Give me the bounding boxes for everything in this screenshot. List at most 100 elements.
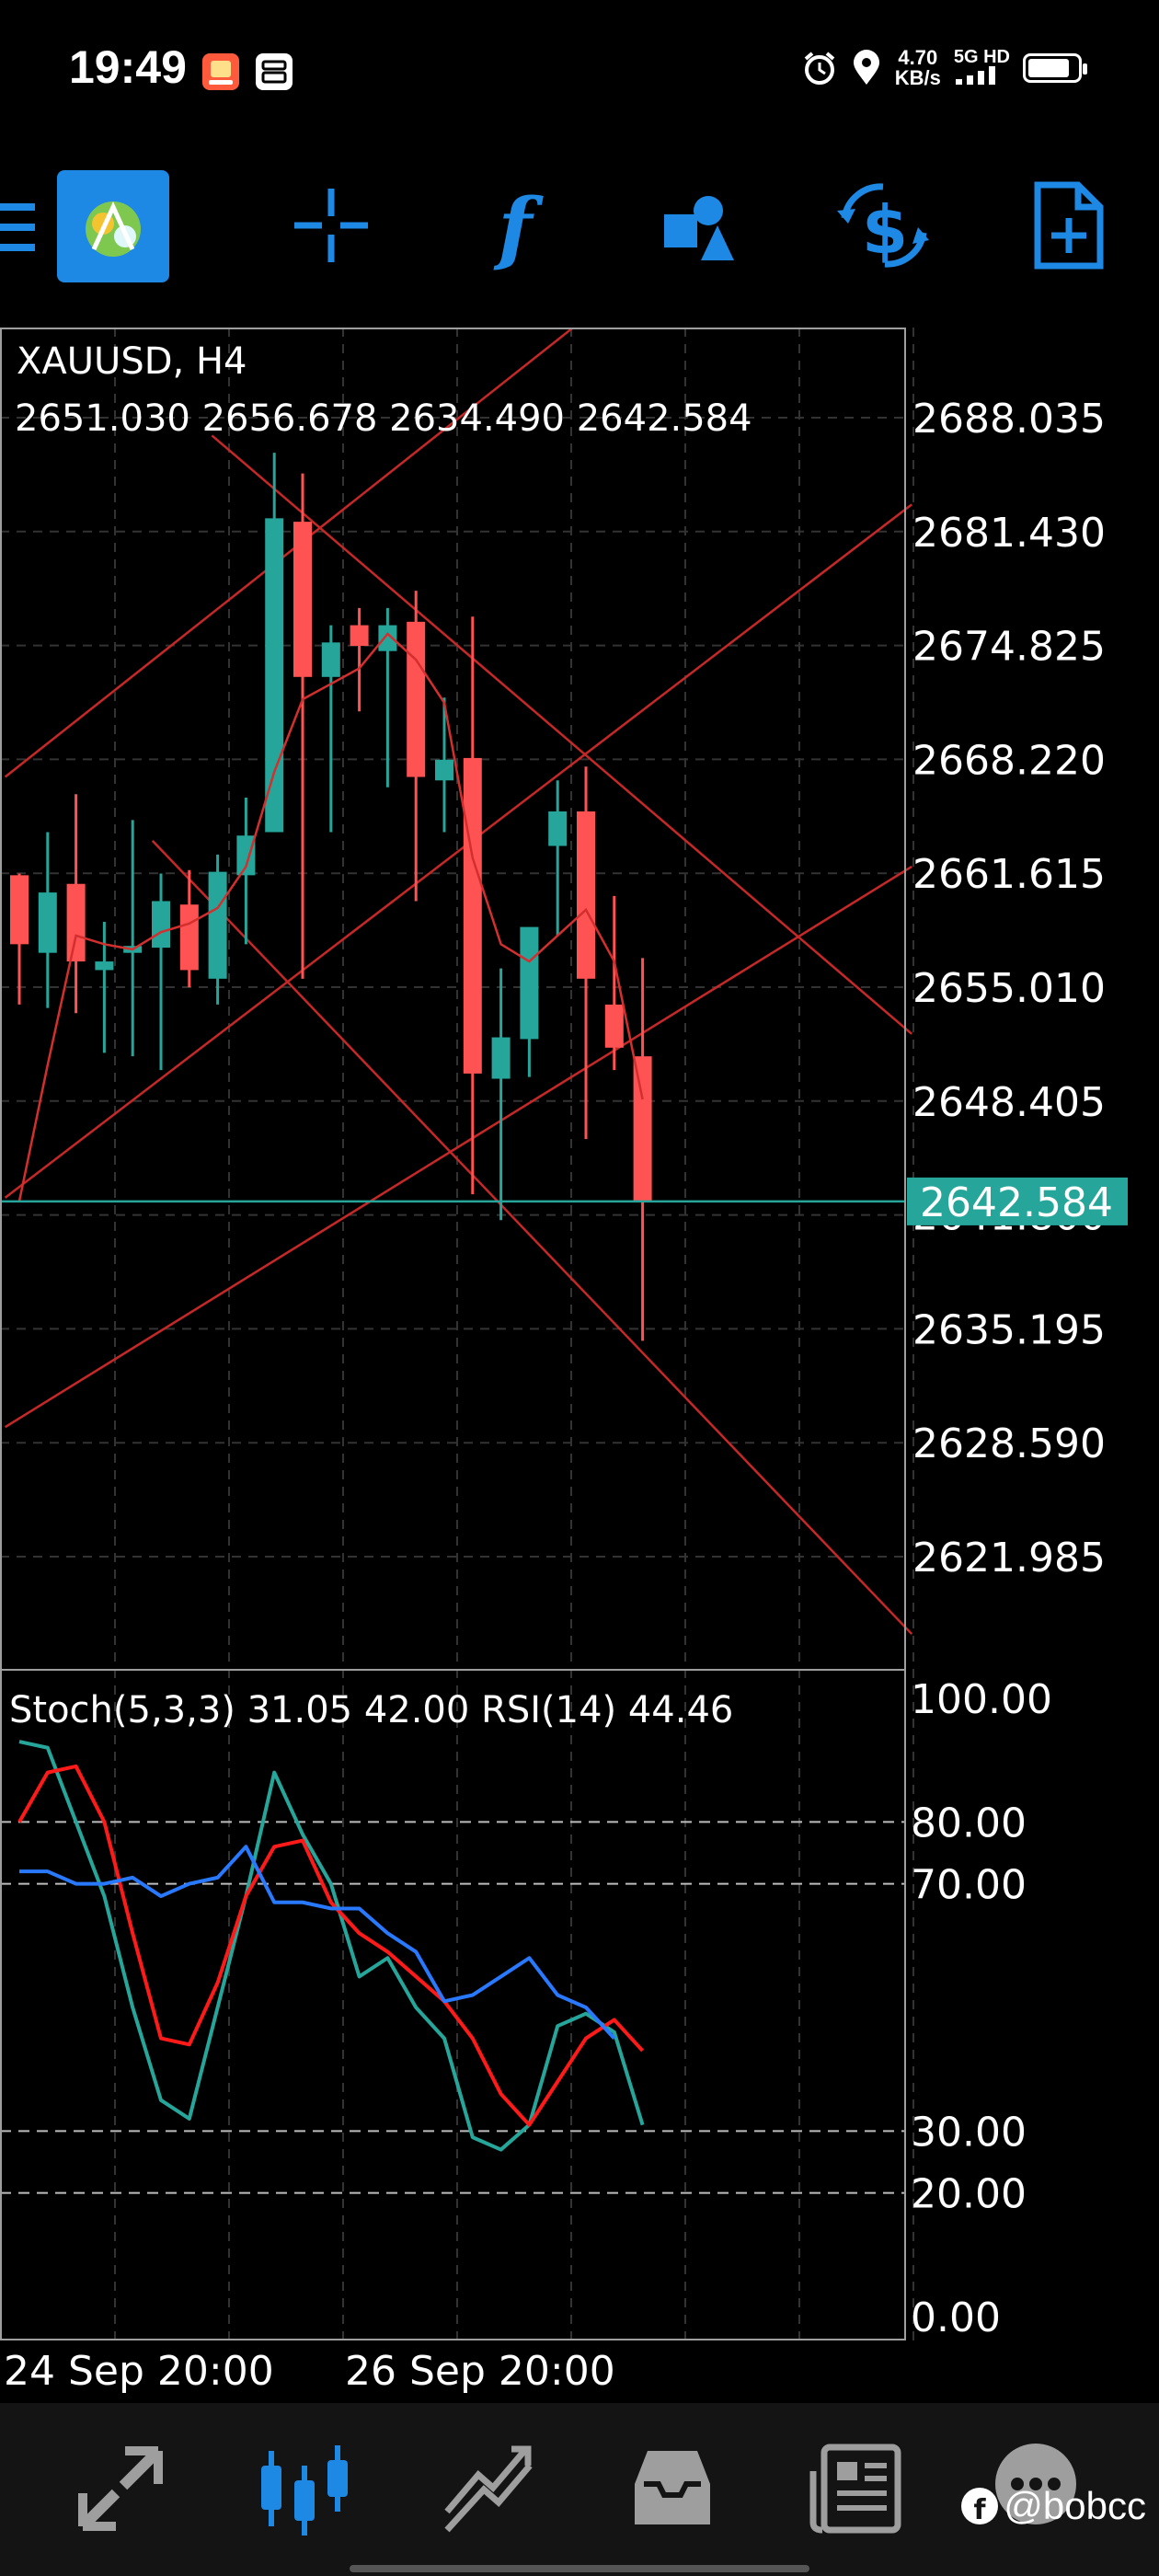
oscillator-tick: 100.00 — [911, 1676, 1052, 1723]
indicators-icon[interactable]: f — [460, 170, 570, 281]
price-tick: 2681.430 — [912, 510, 1106, 557]
ohlc-label: 2651.030 2656.678 2634.490 2642.584 — [15, 397, 752, 440]
trend-line — [4, 865, 912, 1429]
screenshot-icon — [256, 53, 293, 90]
candle-body — [179, 904, 199, 971]
candle-body — [321, 642, 340, 677]
oscillator-tick: 70.00 — [911, 1862, 1027, 1909]
moving-average — [17, 632, 644, 1202]
x-label-0: 24 Sep 20:00 — [4, 2348, 274, 2395]
status-right: 4.70 KB/s 5G HD — [801, 48, 1087, 88]
candle-body — [463, 757, 482, 1074]
bottom-nav — [0, 2403, 1159, 2576]
svg-text:f: f — [493, 181, 545, 274]
net-speed-value: 4.70 — [898, 46, 938, 69]
candle-body — [95, 961, 114, 971]
price-tick: 2674.825 — [912, 624, 1106, 671]
candle-body — [293, 522, 312, 677]
oscillator-tick: 80.00 — [911, 1800, 1027, 1846]
news-icon[interactable] — [806, 2438, 907, 2539]
candle-body — [633, 1056, 652, 1202]
oscillator-chart[interactable]: 100.00 80.00 70.00 30.00 20.00 0.00 Stoch(5,3… — [0, 1669, 1159, 2352]
price-chart[interactable]: 2688.035 2681.430 2674.825 2668.220 2661.615… — [0, 328, 1159, 1671]
chart-icon[interactable] — [254, 2438, 355, 2539]
status-left-icons — [202, 53, 293, 90]
app-logo-icon[interactable] — [57, 170, 169, 282]
trend-line — [4, 503, 912, 1199]
net-speed-unit: KB/s — [894, 66, 941, 89]
candle-body — [66, 883, 86, 962]
chat-icon[interactable] — [990, 2438, 1091, 2539]
oscillator-tick: 0.00 — [911, 2294, 1001, 2341]
history-icon[interactable] — [622, 2438, 723, 2539]
location-icon — [853, 50, 879, 85]
alarm-icon — [804, 52, 835, 85]
price-grid — [0, 328, 914, 1671]
price-tick: 2628.590 — [912, 1420, 1106, 1467]
facebook-icon: f — [961, 2488, 999, 2526]
new-order-icon[interactable] — [1012, 170, 1122, 281]
candle-body — [491, 1037, 511, 1079]
home-indicator — [350, 2565, 809, 2572]
candle-body — [407, 621, 426, 777]
trend-line — [4, 328, 576, 778]
current-price-label: 2642.584 — [920, 1179, 1113, 1226]
trend-line — [211, 434, 913, 1035]
candle-body — [265, 518, 284, 833]
candle-body — [604, 1004, 624, 1048]
oscillator-lines — [17, 1740, 645, 2152]
candle-body — [577, 811, 595, 979]
candle-body — [435, 759, 453, 781]
time-axis: 24 Sep 20:00 26 Sep 20:00 — [4, 2348, 615, 2395]
menu-icon[interactable] — [0, 198, 40, 257]
crosshair-icon[interactable] — [276, 170, 386, 281]
quotes-icon[interactable] — [70, 2438, 171, 2539]
objects-icon[interactable] — [644, 170, 754, 281]
oscillator-levels — [0, 1669, 914, 2340]
candle-body — [350, 625, 369, 647]
price-tick: 2635.195 — [912, 1306, 1106, 1353]
price-tick: 2648.405 — [912, 1079, 1106, 1126]
oscillator-axis: 100.00 80.00 70.00 30.00 20.00 0.00 — [911, 1676, 1052, 2341]
price-chart-frame — [0, 328, 906, 1671]
candle-body — [208, 871, 227, 979]
watermark: f @bobcc — [959, 2484, 1146, 2528]
status-time: 19:49 — [69, 41, 187, 93]
oscillator-series — [17, 1764, 645, 2127]
network-type: 5G HD — [953, 47, 1010, 67]
symbol-label: XAUUSD, H4 — [17, 340, 247, 383]
candle-body — [10, 875, 29, 945]
price-tick: 2661.615 — [912, 851, 1106, 898]
candles — [10, 453, 652, 1341]
oscillator-tick: 30.00 — [911, 2109, 1027, 2156]
price-tick: 2621.985 — [912, 1535, 1106, 1581]
watermark-text: @bobcc — [1004, 2484, 1146, 2527]
trade-icon[interactable]: $ — [828, 170, 938, 281]
current-price-bg — [907, 1177, 1128, 1225]
trade-nav-icon[interactable] — [438, 2438, 539, 2539]
candle-body — [520, 926, 539, 1040]
svg-text:f: f — [974, 2494, 987, 2526]
net-speed: 4.70 KB/s — [895, 48, 941, 88]
metatrader-logo — [86, 201, 141, 257]
svg-text:$: $ — [862, 191, 908, 269]
oscillator-frame — [0, 1669, 906, 2340]
trend-lines — [4, 328, 913, 1635]
price-tick: 2688.035 — [912, 396, 1106, 443]
app-notification-icon — [202, 53, 239, 90]
oscillator-tick: 20.00 — [911, 2171, 1027, 2218]
signal-icon — [955, 66, 995, 85]
signal-indicator: 5G HD — [954, 48, 1010, 88]
price-tick: 2655.010 — [912, 965, 1106, 1012]
oscillator-series — [19, 1845, 616, 2040]
candle-body — [548, 811, 568, 846]
ma-line — [17, 632, 644, 1202]
oscillator-label: Stoch(5,3,3) 31.05 42.00 RSI(14) 44.46 — [9, 1689, 733, 1731]
candle-body — [152, 901, 170, 949]
battery-icon — [1023, 53, 1087, 83]
battery-fill — [1028, 59, 1070, 77]
candle-body — [378, 625, 397, 651]
current-price-tag: 2642.584 — [907, 1177, 1128, 1226]
price-tick: 2668.220 — [912, 737, 1106, 784]
oscillator-series — [18, 1740, 645, 2152]
